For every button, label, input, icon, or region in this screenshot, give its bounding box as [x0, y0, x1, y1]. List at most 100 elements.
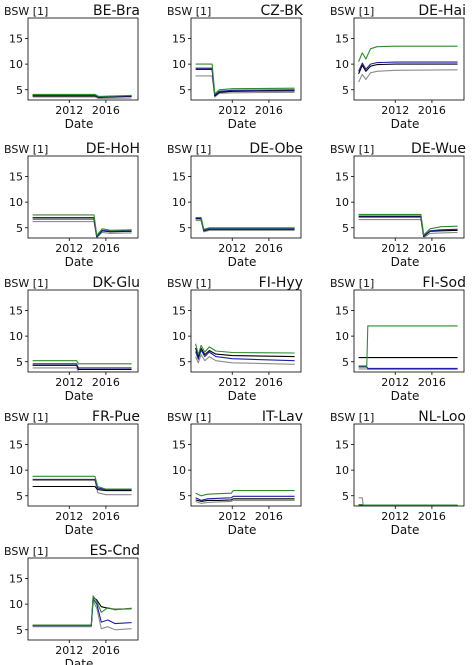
series-line-green	[358, 213, 458, 236]
series-line-green	[358, 45, 458, 62]
y-axis-label: BSW [1]	[4, 5, 48, 18]
y-axis-label: BSW [1]	[167, 277, 211, 290]
series-line-gray	[32, 367, 132, 373]
x-tick-label: 2012	[381, 242, 409, 255]
y-tick-label: 5	[342, 222, 349, 235]
series-line-blue	[358, 61, 458, 72]
subplot-de-wue: 5 10 15 2012 2016 BSW [1] DE-Wue Date	[330, 141, 466, 269]
x-axis-label: Date	[228, 389, 257, 403]
y-tick-label: 5	[342, 356, 349, 369]
series-line-black	[32, 596, 132, 627]
subplot-title: DE-Obe	[249, 141, 303, 157]
x-tick-label: 2016	[255, 376, 283, 389]
y-tick-label: 15	[335, 171, 349, 184]
subplot-it-lav: 5 10 15 2012 2016 BSW [1] IT-Lav Date	[167, 409, 303, 537]
subplot-title: FI-Sod	[422, 275, 466, 291]
x-tick-label: 2012	[55, 242, 83, 255]
x-axis-label: Date	[65, 657, 94, 665]
axes-frame	[190, 155, 302, 239]
y-tick-label: 15	[335, 439, 349, 452]
y-tick-label: 10	[335, 330, 349, 343]
y-axis-label: BSW [1]	[330, 277, 374, 290]
axes-frame	[353, 17, 465, 101]
series-line-green	[32, 93, 132, 97]
y-axis-label: BSW [1]	[330, 411, 374, 424]
x-tick-label: 2012	[55, 376, 83, 389]
y-axis-label: BSW [1]	[330, 143, 374, 156]
axes-frame	[353, 423, 465, 507]
x-axis-label: Date	[228, 523, 257, 537]
series-line-blue	[195, 349, 295, 362]
y-tick-label: 5	[16, 356, 23, 369]
series-line-green	[195, 63, 295, 95]
series-line-green	[195, 216, 295, 230]
x-tick-label: 2016	[255, 242, 283, 255]
y-tick-label: 10	[9, 330, 23, 343]
x-tick-label: 2016	[92, 104, 120, 117]
y-tick-label: 5	[179, 356, 186, 369]
x-tick-label: 2012	[218, 510, 246, 523]
y-axis-label: BSW [1]	[167, 143, 211, 156]
subplot-title: IT-Lav	[262, 409, 303, 425]
y-tick-label: 15	[9, 305, 23, 318]
y-tick-label: 5	[16, 490, 23, 503]
y-axis-label: BSW [1]	[330, 5, 374, 18]
series-line-gray	[32, 479, 132, 496]
y-axis-label: BSW [1]	[4, 411, 48, 424]
series-line-gray	[32, 221, 132, 239]
subplot-de-hai: 5 10 15 2012 2016 BSW [1] DE-Hai Date	[330, 3, 466, 131]
y-tick-label: 5	[342, 490, 349, 503]
series-line-black	[195, 68, 295, 97]
subplot-nl-loo: 5 10 15 2012 2016 BSW [1] NL-Loo Date	[330, 409, 466, 537]
y-axis-label: BSW [1]	[4, 545, 48, 558]
series-line-black	[32, 485, 132, 492]
y-tick-label: 5	[16, 624, 23, 637]
x-axis-label: Date	[228, 117, 257, 131]
subplot-title: FR-Pue	[92, 409, 140, 425]
series-line-blue	[32, 363, 132, 369]
axes-frame	[27, 289, 139, 373]
series-line-black	[195, 347, 295, 358]
series-line-blue	[195, 218, 295, 231]
series-line-blue	[195, 495, 295, 501]
y-axis-label: BSW [1]	[167, 411, 211, 424]
x-axis-label: Date	[391, 389, 420, 403]
subplot-title: DE-Hai	[418, 3, 466, 19]
x-tick-label: 2012	[55, 510, 83, 523]
x-tick-label: 2016	[92, 644, 120, 657]
series-line-green	[32, 214, 132, 236]
series-line-green	[32, 475, 132, 490]
subplot-dk-glu: 5 10 15 2012 2016 BSW [1] DK-Glu Date	[4, 275, 140, 403]
series-line-gray	[195, 499, 295, 504]
axes-frame	[27, 17, 139, 101]
axes-frame	[27, 423, 139, 507]
subplot-title: DE-HoH	[86, 141, 140, 157]
series-line-green	[195, 343, 295, 356]
axes-frame	[27, 155, 139, 239]
series-line-blue	[195, 67, 295, 96]
y-tick-label: 15	[9, 439, 23, 452]
subplot-de-hoh: 5 10 15 2012 2016 BSW [1] DE-HoH Date	[4, 141, 140, 269]
y-tick-label: 10	[172, 196, 186, 209]
y-tick-label: 15	[172, 439, 186, 452]
y-tick-label: 15	[335, 33, 349, 46]
axes-frame	[27, 557, 139, 641]
series-line-green	[32, 360, 132, 365]
y-tick-label: 10	[335, 58, 349, 71]
series-line-blue	[32, 216, 132, 238]
x-tick-label: 2016	[418, 242, 446, 255]
subplot-cz-bk: 5 10 15 2012 2016 BSW [1] CZ-BK Date	[167, 3, 304, 131]
series-line-blue	[358, 215, 458, 237]
series-line-black	[195, 498, 295, 502]
axes-frame	[353, 155, 465, 239]
series-line-gray	[32, 96, 132, 100]
subplot-title: DK-Glu	[92, 275, 140, 291]
series-line-green	[358, 325, 458, 367]
series-line-blue	[358, 366, 458, 369]
x-tick-label: 2016	[92, 376, 120, 389]
series-line-green	[195, 490, 295, 497]
subplot-title: ES-Cnd	[90, 543, 140, 559]
subplot-be-bra: 5 10 15 2012 2016 BSW [1] BE-Bra Date	[4, 3, 140, 131]
series-line-green	[358, 503, 458, 506]
y-tick-label: 15	[172, 171, 186, 184]
